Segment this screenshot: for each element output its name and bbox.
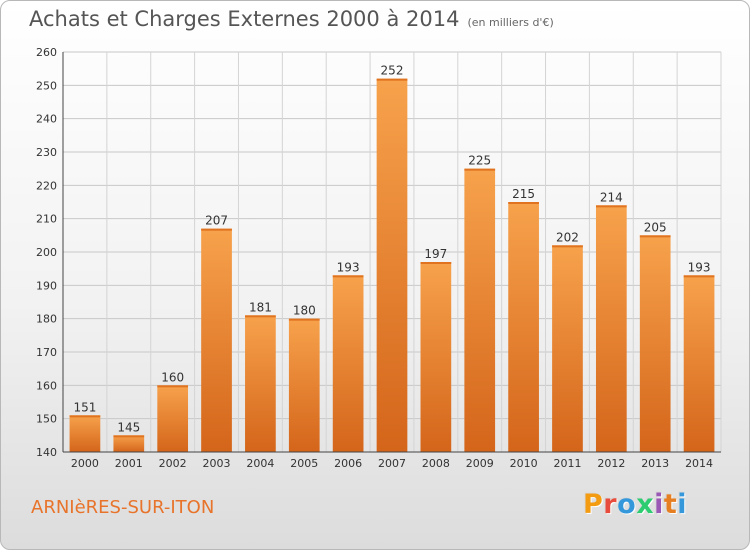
bar-top-edge xyxy=(683,275,715,278)
commune-name: ARNIèRES-SUR-ITON xyxy=(31,497,215,518)
y-tick-label: 150 xyxy=(36,413,57,426)
bar-top-edge xyxy=(420,262,452,264)
data-label: 225 xyxy=(468,154,491,168)
logo-letter: i xyxy=(654,489,664,520)
y-tick-label: 240 xyxy=(36,113,57,126)
x-tick-label: 2009 xyxy=(466,457,494,470)
data-label: 193 xyxy=(688,260,711,274)
logo-letter: r xyxy=(603,489,618,520)
bar-top-edge xyxy=(69,415,101,418)
bar xyxy=(552,245,583,452)
x-tick-label: 2011 xyxy=(553,457,581,470)
data-label: 160 xyxy=(161,370,184,384)
data-label: 205 xyxy=(644,220,667,234)
bar-top-edge xyxy=(508,202,539,204)
bar xyxy=(157,385,189,452)
data-label: 180 xyxy=(293,304,316,318)
x-tick-label: 2006 xyxy=(334,457,362,470)
bar xyxy=(639,235,671,452)
y-tick-label: 220 xyxy=(36,179,57,192)
bar xyxy=(595,205,627,452)
y-tick-label: 170 xyxy=(36,346,57,359)
logo-letter: x xyxy=(636,489,655,520)
chart-title: Achats et Charges Externes 2000 à 2014 (e… xyxy=(29,7,554,31)
chart-subtitle: (en milliers d'€) xyxy=(467,16,554,29)
data-label: 197 xyxy=(424,247,447,261)
bar xyxy=(69,415,101,452)
bar-top-edge xyxy=(201,228,232,231)
logo-letter: i xyxy=(677,489,688,520)
data-label: 181 xyxy=(249,300,272,314)
bar xyxy=(508,202,539,452)
x-tick-label: 2007 xyxy=(378,457,406,470)
bar-top-edge xyxy=(157,385,189,388)
data-label: 214 xyxy=(600,190,623,204)
x-tick-label: 2012 xyxy=(597,457,625,470)
bar xyxy=(420,262,452,452)
data-label: 151 xyxy=(73,400,96,414)
x-tick-label: 2005 xyxy=(290,457,318,470)
data-label: 202 xyxy=(556,230,579,244)
bar xyxy=(288,318,320,452)
bar-top-edge xyxy=(113,435,145,438)
y-tick-label: 250 xyxy=(36,79,57,92)
x-tick-label: 2010 xyxy=(510,457,538,470)
x-tick-label: 2002 xyxy=(159,457,187,470)
bar xyxy=(332,275,364,452)
title-text: Achats et Charges Externes 2000 à 2014 xyxy=(29,7,460,31)
bar xyxy=(201,228,232,452)
data-label: 207 xyxy=(205,214,228,228)
x-tick-label: 2000 xyxy=(71,457,99,470)
bar xyxy=(245,315,276,452)
bars: 151 145 160 207 181 180 193 252 197 225 215 202 214 2… xyxy=(69,64,715,453)
x-tick-label: 2003 xyxy=(203,457,231,470)
bar-top-edge xyxy=(288,318,320,321)
data-label: 193 xyxy=(337,260,360,274)
y-tick-label: 180 xyxy=(36,313,57,326)
data-label: 145 xyxy=(117,420,140,434)
y-tick-label: 190 xyxy=(36,279,57,292)
bar xyxy=(464,168,496,452)
bar xyxy=(683,275,715,452)
x-tick-label: 2004 xyxy=(246,457,274,470)
bar-top-edge xyxy=(245,315,276,318)
proxiti-logo: Proxiti xyxy=(583,489,687,520)
logo-letter: P xyxy=(583,489,604,520)
logo-letter: o xyxy=(617,489,637,520)
x-tick-label: 2001 xyxy=(115,457,143,470)
y-tick-label: 260 xyxy=(36,46,57,59)
y-tick-label: 230 xyxy=(36,146,57,159)
y-tick-label: 210 xyxy=(36,213,57,226)
bar-top-edge xyxy=(639,235,671,238)
y-tick-label: 160 xyxy=(36,379,57,392)
logo-letter: t xyxy=(663,489,678,520)
bar-top-edge xyxy=(552,245,583,248)
bar-top-edge xyxy=(464,168,496,171)
y-tick-label: 140 xyxy=(36,446,57,459)
x-tick-label: 2008 xyxy=(422,457,450,470)
data-label: 252 xyxy=(381,64,404,78)
axes: 140 150 160 170 180 190 200 210 220 230 240 250 260 2… xyxy=(36,46,721,470)
bar xyxy=(376,78,408,453)
bar-top-edge xyxy=(595,205,627,208)
x-tick-label: 2013 xyxy=(641,457,669,470)
y-tick-label: 200 xyxy=(36,246,57,259)
data-label: 215 xyxy=(512,187,535,201)
bar xyxy=(113,435,145,452)
bar-top-edge xyxy=(332,275,364,278)
x-tick-label: 2014 xyxy=(685,457,713,470)
bar-top-edge xyxy=(376,78,408,81)
